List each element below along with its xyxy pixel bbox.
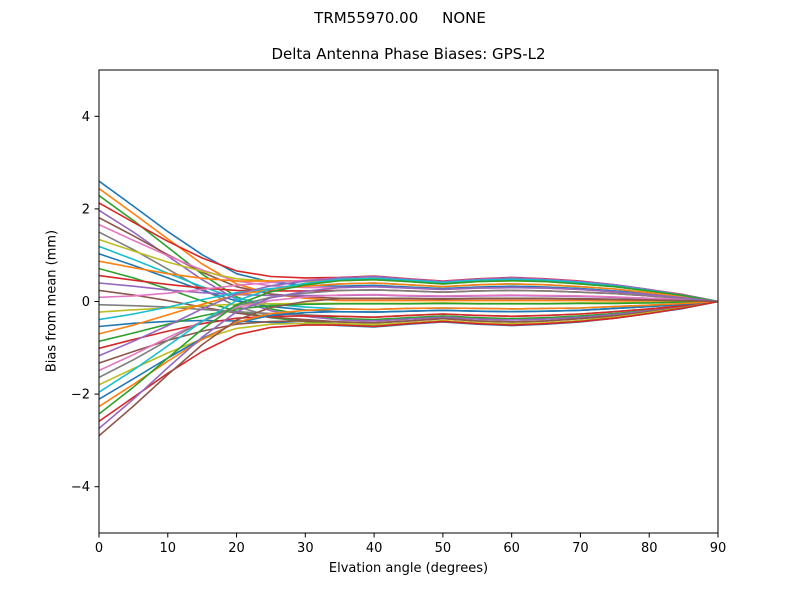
bias-line [99,297,718,437]
y-tick-label: 4 [82,110,90,125]
bias-line [99,194,718,321]
bias-line [99,216,718,303]
bias-line [99,277,718,393]
bias-line [99,282,718,335]
x-tick-label: 40 [366,541,383,556]
x-tick-label: 80 [641,541,658,556]
x-tick-label: 60 [503,541,520,556]
bias-line [99,187,718,303]
y-tick-label: −4 [71,480,90,495]
y-axis-label: Bias from mean (mm) [44,229,60,373]
x-tick-label: 70 [572,541,589,556]
bias-line [99,180,718,303]
x-tick-label: 50 [435,541,452,556]
bias-line [99,300,718,423]
x-tick-label: 90 [710,541,727,556]
x-tick-label: 30 [297,541,314,556]
y-tick-label: 2 [82,202,90,217]
x-tick-label: 10 [160,541,177,556]
bias-line [99,300,718,343]
bias-lines [99,180,718,437]
y-tick-label: 0 [82,295,90,310]
bias-line [99,300,718,350]
axes-title: Delta Antenna Phase Biases: GPS-L2 [271,45,546,63]
bias-line [99,285,718,430]
bias-line [99,275,718,357]
x-tick-label: 0 [95,541,103,556]
bias-line [99,300,718,364]
bias-line [99,278,718,415]
y-tick-label: −2 [71,388,90,403]
bias-line [99,209,718,322]
x-axis-label: Elvation angle (degrees) [328,561,489,576]
bias-line [99,300,718,400]
figure-title: TRM55970.00 NONE [314,9,486,27]
bias-line [99,300,718,408]
x-tick-label: 20 [228,541,245,556]
